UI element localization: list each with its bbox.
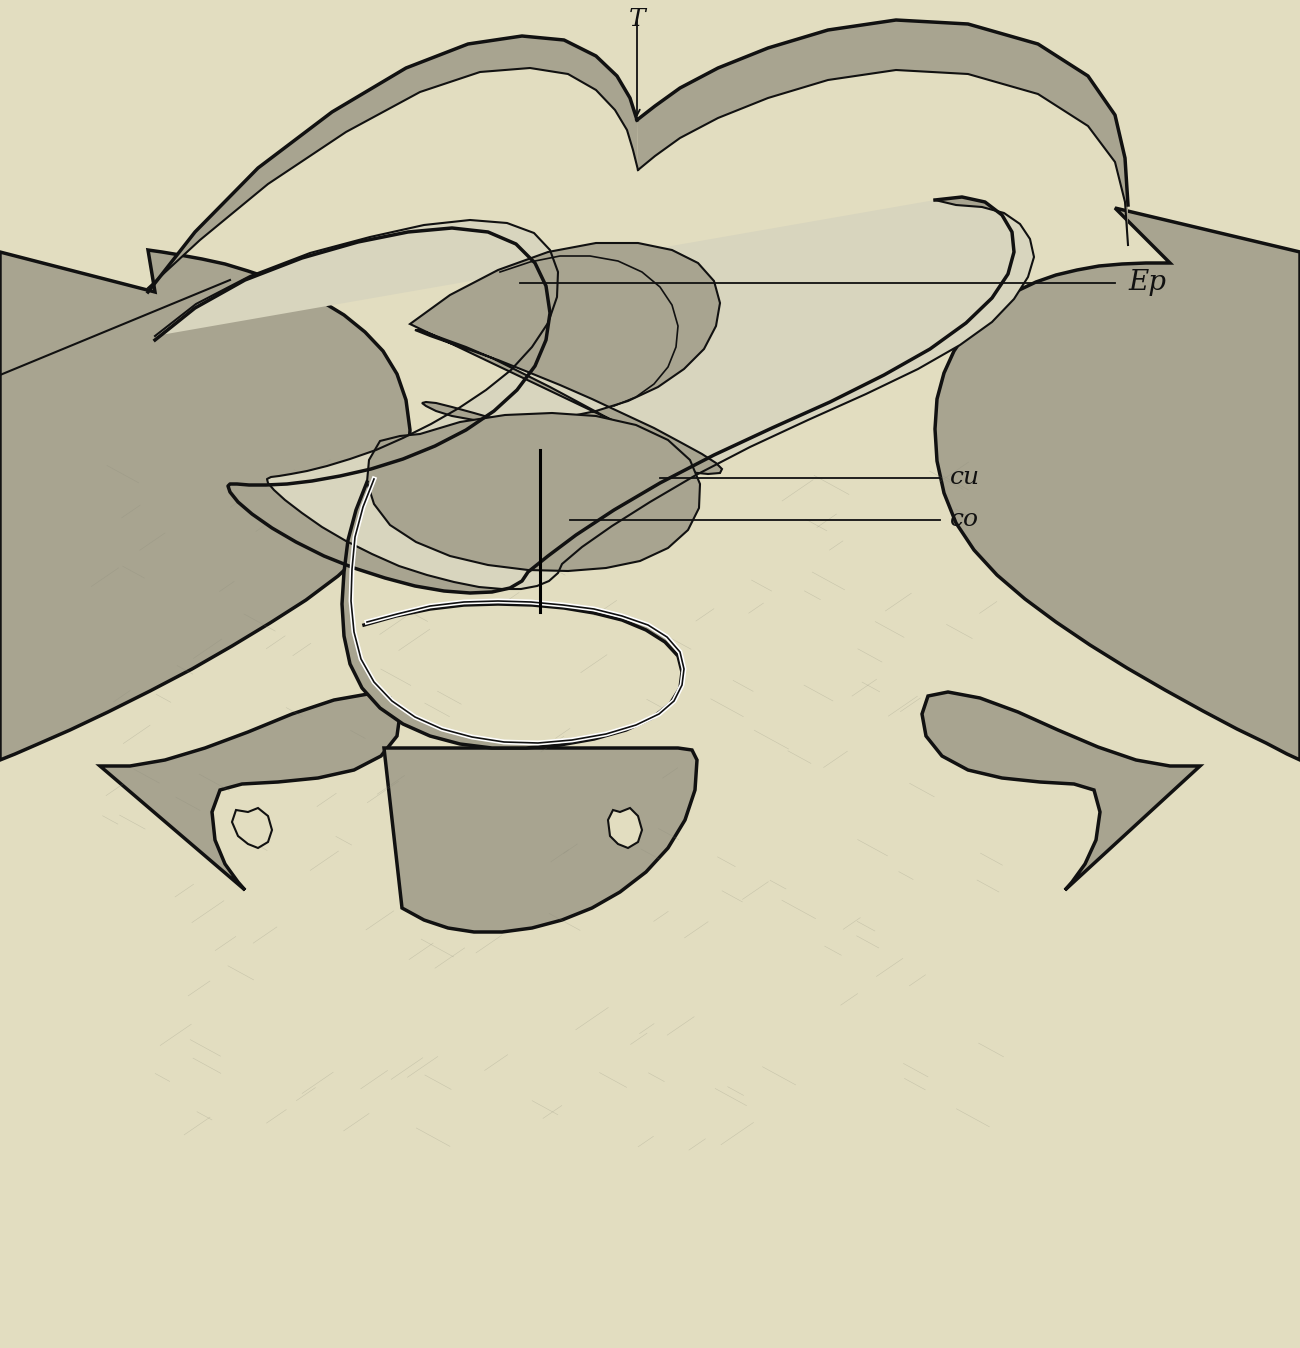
Polygon shape — [0, 249, 410, 760]
Polygon shape — [922, 692, 1200, 890]
Polygon shape — [410, 243, 722, 474]
Polygon shape — [231, 807, 272, 848]
Polygon shape — [342, 479, 684, 748]
Polygon shape — [155, 197, 1034, 593]
Polygon shape — [384, 748, 697, 931]
Text: co: co — [950, 508, 979, 531]
Polygon shape — [100, 694, 400, 890]
Polygon shape — [935, 208, 1300, 760]
Text: cu: cu — [950, 466, 980, 489]
Polygon shape — [637, 20, 1128, 245]
Polygon shape — [155, 200, 1034, 589]
Polygon shape — [367, 412, 699, 572]
Text: Ep: Ep — [1128, 270, 1166, 297]
Polygon shape — [148, 36, 638, 293]
Text: T: T — [629, 8, 645, 31]
Polygon shape — [608, 807, 642, 848]
